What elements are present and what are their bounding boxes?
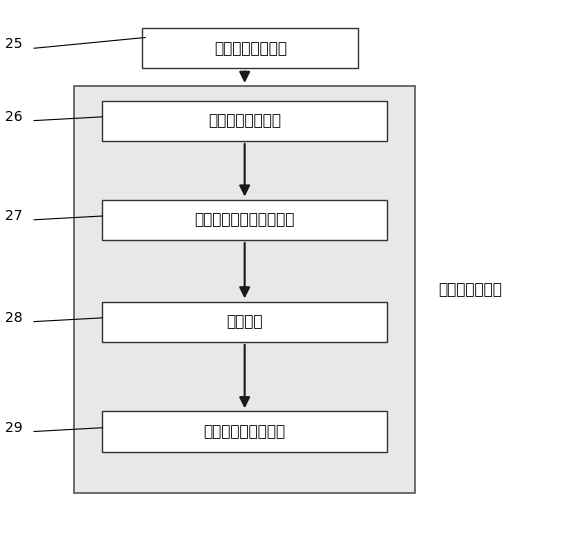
Text: 27: 27: [5, 209, 23, 223]
Text: 26: 26: [5, 110, 23, 124]
Text: 点火系统: 点火系统: [226, 314, 263, 329]
Text: 井下信号处理及控制系统: 井下信号处理及控制系统: [195, 212, 295, 227]
Text: 井下套管射孔枪: 井下套管射孔枪: [438, 282, 502, 297]
Bar: [142, 28, 358, 68]
Bar: [74, 86, 415, 493]
Text: 地面信号发送系统: 地面信号发送系统: [214, 41, 287, 56]
Bar: [102, 200, 387, 240]
Text: 25: 25: [5, 37, 23, 51]
Text: 执行机构（射孔枪）: 执行机构（射孔枪）: [204, 424, 286, 439]
Text: 井下信号接收系统: 井下信号接收系统: [208, 113, 281, 128]
Text: 29: 29: [5, 421, 23, 435]
Bar: [102, 101, 387, 140]
Bar: [102, 301, 387, 342]
Text: 28: 28: [5, 311, 23, 325]
Bar: [102, 412, 387, 451]
